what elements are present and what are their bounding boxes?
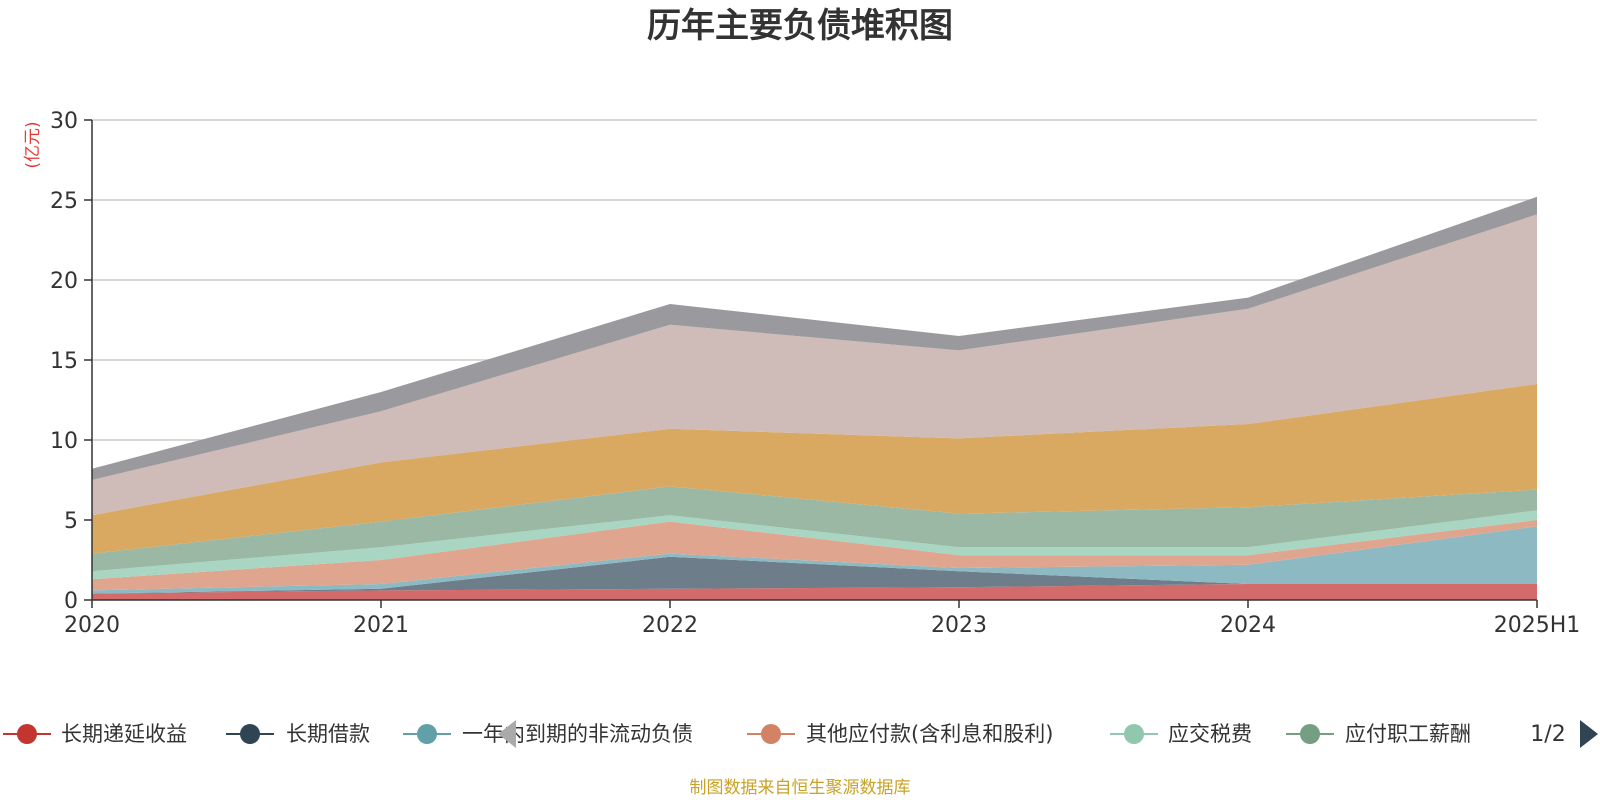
legend-marker [417,724,437,744]
chart-title: 历年主要负债堆积图 [647,6,953,46]
y-tick-label: 25 [50,189,78,214]
legend-label: 应付职工薪酬 [1345,722,1471,746]
legend-page-indicator: 1/2 [1530,722,1565,747]
area-series-5 [92,486,1537,572]
legend-marker [240,724,260,744]
legend-marker [1300,724,1320,744]
y-tick-label: 15 [50,349,78,374]
legend-label: 其他应付款(含利息和股利) [806,722,1053,746]
legend-label: 一年内到期的非流动负债 [462,722,693,746]
legend-prev-page-icon[interactable] [498,720,516,748]
y-tick-label: 10 [50,429,78,454]
y-tick-label: 0 [64,589,78,614]
legend-label: 长期借款 [286,722,370,746]
x-tick-label: 2022 [642,613,698,638]
legend-item-current-portion-noncurrent-liabilities[interactable]: 一年内到期的非流动负债 [403,722,693,746]
legend-label: 长期递延收益 [61,722,187,746]
legend-item-other-payables[interactable]: 其他应付款(含利息和股利) [747,722,1053,746]
y-axis-unit-label: (亿元) [23,121,43,168]
y-tick-label: 20 [50,269,78,294]
legend-item-taxes-payable[interactable]: 应交税费 [1110,722,1252,746]
x-tick-label: 2025H1 [1494,613,1581,638]
x-tick-label: 2020 [64,613,120,638]
legend-item-long-term-loans[interactable]: 长期借款 [226,722,370,746]
legend: 长期递延收益 长期借款 一年内到期的非流动负债 其他应付款(含利息和股利) 应交 [3,720,1598,748]
legend-marker [17,724,37,744]
area-series-0 [92,584,1537,600]
area-layer [92,196,1537,600]
axis-layer: 0 5 10 15 20 25 30 2020 2021 2022 2023 2024 2025H1 [50,109,1580,638]
area-series-2 [92,526,1537,594]
area-series-6 [92,384,1537,554]
y-tick-label: 30 [50,109,78,134]
area-series-1 [92,556,1537,594]
legend-item-payroll-payable[interactable]: 应付职工薪酬 [1286,722,1471,746]
area-series-3 [92,520,1537,591]
legend-marker [761,724,781,744]
legend-label: 应交税费 [1168,722,1252,746]
legend-item-long-term-deferred-income[interactable]: 长期递延收益 [3,722,187,746]
legend-next-page-icon[interactable] [1580,720,1598,748]
y-tick-label: 5 [64,509,78,534]
area-series-7 [92,214,1537,516]
x-tick-label: 2021 [353,613,409,638]
x-tick-label: 2024 [1220,613,1276,638]
x-tick-label: 2023 [931,613,987,638]
legend-marker [1124,724,1144,744]
source-note: 制图数据来自恒生聚源数据库 [690,778,911,798]
